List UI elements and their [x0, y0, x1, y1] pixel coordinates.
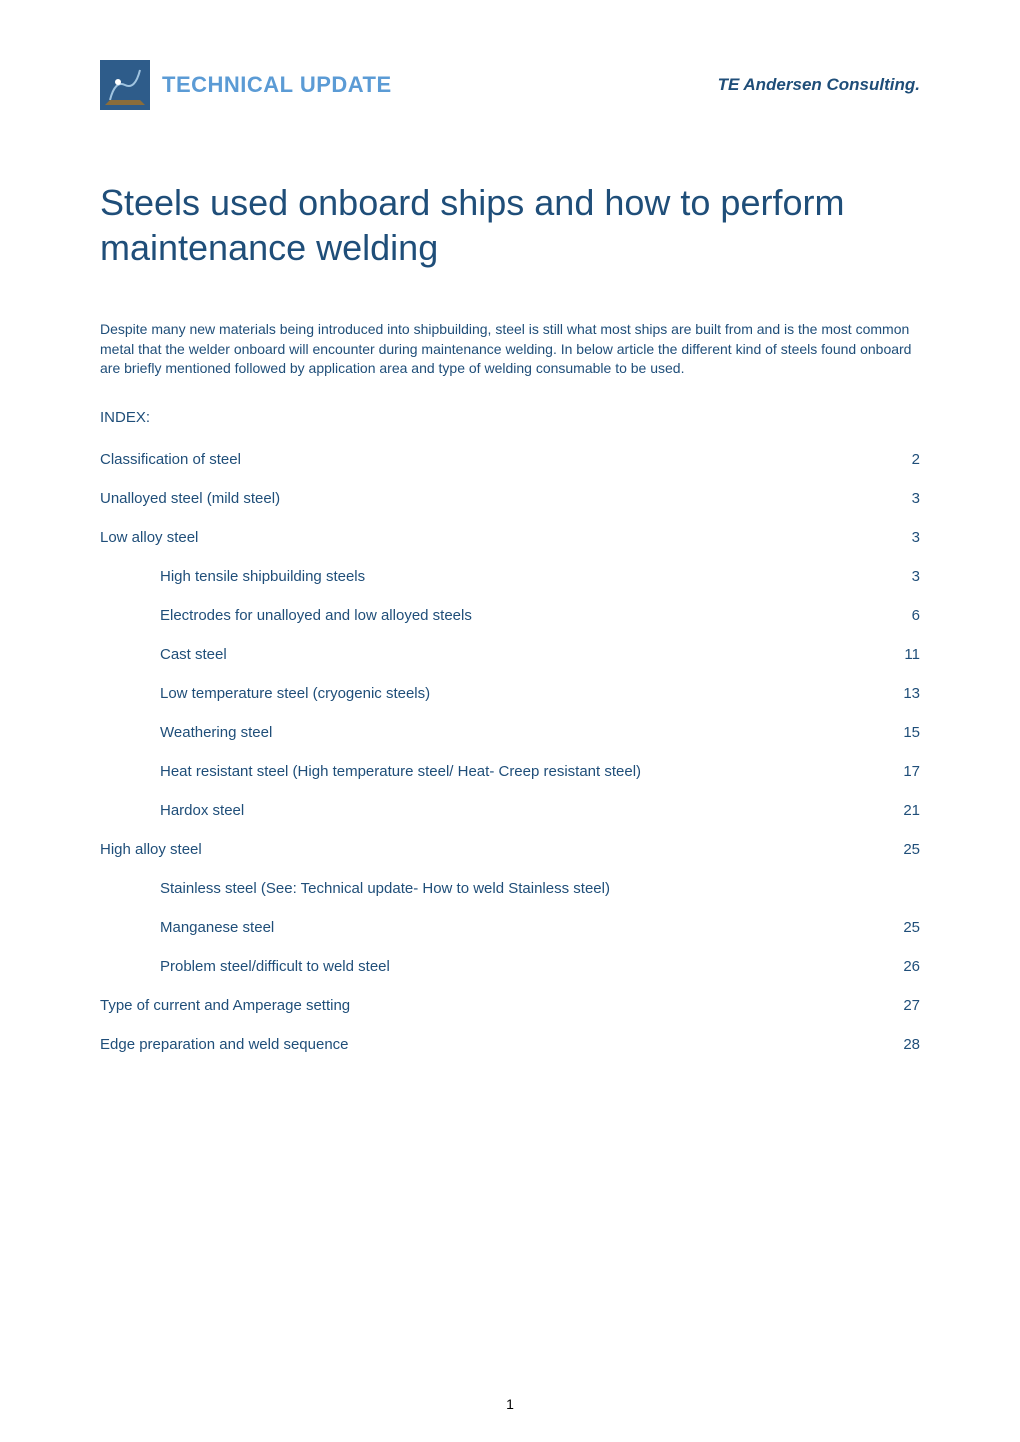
toc-item-page: 21	[890, 802, 920, 819]
toc-item-page	[890, 880, 920, 897]
toc-row: Problem steel/difficult to weld steel 26	[100, 958, 920, 975]
toc-item-label: Type of current and Amperage setting	[100, 997, 890, 1014]
toc-row: Low alloy steel 3	[100, 529, 920, 546]
toc-row: Classification of steel 2	[100, 451, 920, 468]
toc-item-label: Classification of steel	[100, 451, 890, 468]
header-left: TECHNICAL UPDATE	[100, 60, 392, 110]
header-company: TE Andersen Consulting.	[718, 75, 920, 95]
toc-row: Cast steel 11	[100, 646, 920, 663]
toc-item-label: Hardox steel	[160, 802, 890, 819]
toc-item-page: 3	[890, 529, 920, 546]
toc-item-page: 25	[890, 919, 920, 936]
toc-item-label: High tensile shipbuilding steels	[160, 568, 890, 585]
toc-item-label: Weathering steel	[160, 724, 890, 741]
toc-item-label: Low temperature steel (cryogenic steels)	[160, 685, 890, 702]
toc-row: Type of current and Amperage setting 27	[100, 997, 920, 1014]
toc-item-label: Stainless steel (See: Technical update- …	[160, 880, 890, 897]
header-title: TECHNICAL UPDATE	[162, 72, 392, 98]
intro-paragraph: Despite many new materials being introdu…	[100, 320, 920, 379]
toc-item-page: 2	[890, 451, 920, 468]
toc-row: Manganese steel 25	[100, 919, 920, 936]
toc-item-page: 28	[890, 1036, 920, 1053]
company-logo-icon	[100, 60, 150, 110]
page-header: TECHNICAL UPDATE TE Andersen Consulting.	[100, 60, 920, 110]
toc-item-label: Edge preparation and weld sequence	[100, 1036, 890, 1053]
toc-item-label: Heat resistant steel (High temperature s…	[160, 763, 890, 780]
toc-item-page: 11	[890, 646, 920, 663]
toc-item-page: 15	[890, 724, 920, 741]
toc-item-page: 13	[890, 685, 920, 702]
toc-item-label: Electrodes for unalloyed and low alloyed…	[160, 607, 890, 624]
toc-item-label: Unalloyed steel (mild steel)	[100, 490, 890, 507]
toc-row: Unalloyed steel (mild steel) 3	[100, 490, 920, 507]
page-number: 1	[506, 1396, 514, 1412]
toc-item-page: 27	[890, 997, 920, 1014]
toc-row: High alloy steel 25	[100, 841, 920, 858]
toc-item-label: Manganese steel	[160, 919, 890, 936]
toc-row: High tensile shipbuilding steels 3	[100, 568, 920, 585]
document-title: Steels used onboard ships and how to per…	[100, 180, 920, 270]
toc-row: Weathering steel 15	[100, 724, 920, 741]
toc-item-page: 26	[890, 958, 920, 975]
toc-item-page: 3	[890, 490, 920, 507]
table-of-contents: Classification of steel 2 Unalloyed stee…	[100, 451, 920, 1053]
toc-item-label: Low alloy steel	[100, 529, 890, 546]
toc-item-page: 6	[890, 607, 920, 624]
toc-row: Heat resistant steel (High temperature s…	[100, 763, 920, 780]
toc-item-label: High alloy steel	[100, 841, 890, 858]
toc-item-label: Cast steel	[160, 646, 890, 663]
toc-item-page: 17	[890, 763, 920, 780]
toc-row: Electrodes for unalloyed and low alloyed…	[100, 607, 920, 624]
index-label: INDEX:	[100, 409, 920, 426]
toc-row: Low temperature steel (cryogenic steels)…	[100, 685, 920, 702]
toc-item-label: Problem steel/difficult to weld steel	[160, 958, 890, 975]
toc-row: Stainless steel (See: Technical update- …	[100, 880, 920, 897]
toc-row: Hardox steel 21	[100, 802, 920, 819]
toc-row: Edge preparation and weld sequence 28	[100, 1036, 920, 1053]
toc-item-page: 25	[890, 841, 920, 858]
toc-item-page: 3	[890, 568, 920, 585]
